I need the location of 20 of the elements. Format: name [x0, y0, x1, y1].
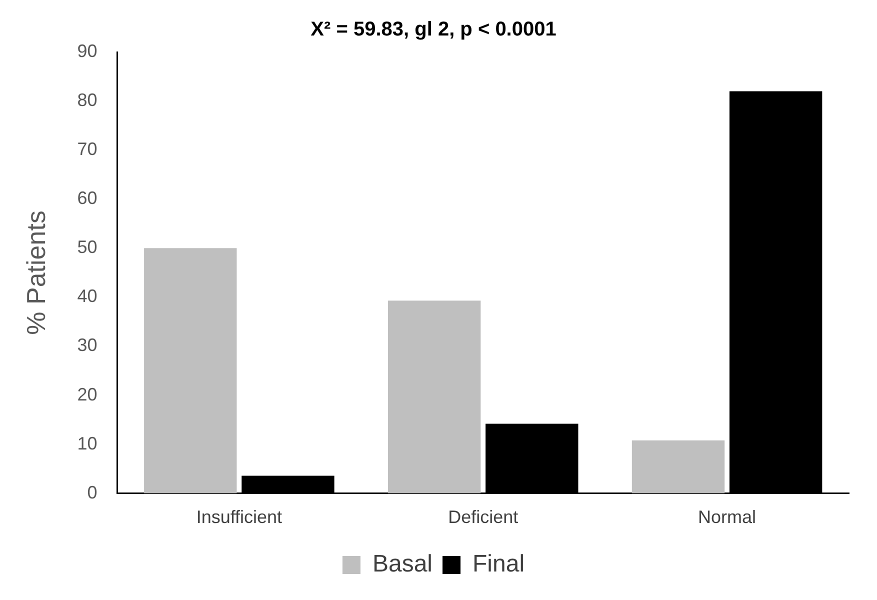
x-tick-label: Insufficient: [196, 507, 282, 528]
y-tick-label: 10: [77, 433, 98, 454]
y-tick-label: 40: [77, 286, 98, 306]
x-tick-label: Deficient: [448, 507, 518, 528]
y-tick-label: 0: [87, 482, 98, 502]
bar: [388, 300, 481, 494]
legend-label: Final: [472, 550, 525, 578]
y-tick-label: 50: [77, 237, 98, 258]
x-tick-label: Normal: [698, 507, 756, 528]
chart-title: X² = 59.83, gl 2, p < 0.0001: [310, 18, 556, 41]
y-tick-label: 70: [77, 139, 98, 160]
bar: [632, 440, 725, 494]
y-tick-label: 80: [77, 90, 98, 110]
y-axis-title: % Patients: [20, 210, 51, 335]
y-tick-label: 30: [77, 335, 98, 356]
legend-label: Basal: [372, 550, 433, 578]
bar: [144, 248, 237, 494]
y-tick-label: 20: [77, 384, 98, 404]
y-tick-label: 90: [77, 40, 98, 61]
y-tick-label: 60: [77, 188, 98, 208]
